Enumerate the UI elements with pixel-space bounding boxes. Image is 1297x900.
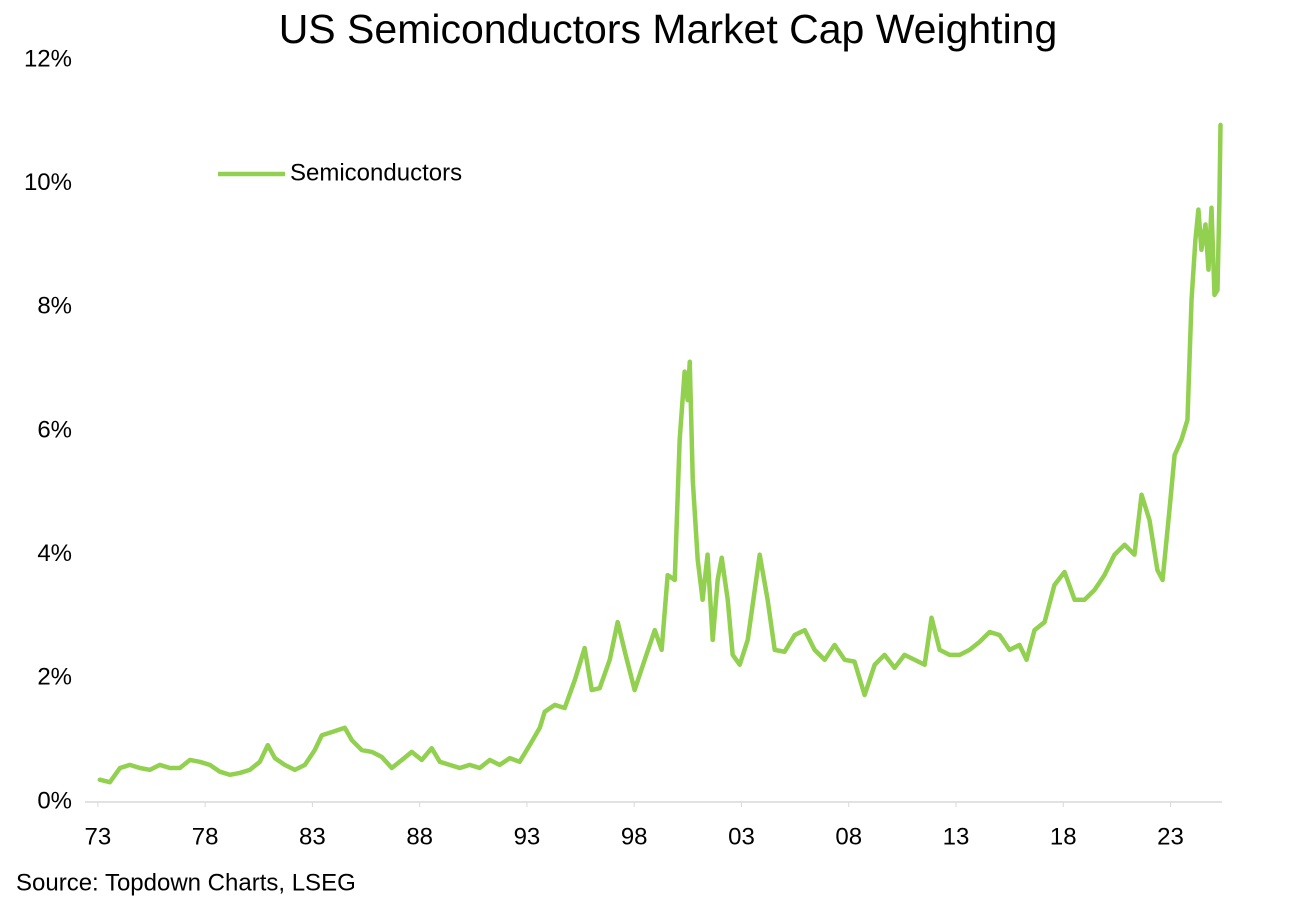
y-tick-label: 0% [37, 787, 72, 814]
x-tick-label: 08 [835, 823, 862, 850]
y-tick-label: 8% [37, 293, 72, 320]
x-tick-label: 03 [728, 823, 755, 850]
x-tick-label: 98 [621, 823, 648, 850]
y-tick-label: 10% [24, 169, 72, 196]
x-tick-label: 18 [1050, 823, 1077, 850]
x-tick-label: 93 [514, 823, 541, 850]
series-line [97, 122, 1223, 785]
x-tick-label: 23 [1157, 823, 1184, 850]
y-tick-label: 2% [37, 664, 72, 691]
chart-title: US Semiconductors Market Cap Weighting [279, 6, 1058, 52]
legend-label: Semiconductors [290, 159, 462, 186]
x-tick-label: 13 [943, 823, 970, 850]
x-tick-label: 88 [406, 823, 433, 850]
y-tick-label: 12% [24, 45, 72, 72]
y-tick-label: 4% [37, 540, 72, 567]
x-tick-label: 73 [85, 823, 112, 850]
y-tick-label: 6% [37, 416, 72, 443]
x-tick-label: 83 [299, 823, 326, 850]
x-tick-label: 78 [192, 823, 219, 850]
source-note: Source: Topdown Charts, LSEG [16, 869, 356, 896]
